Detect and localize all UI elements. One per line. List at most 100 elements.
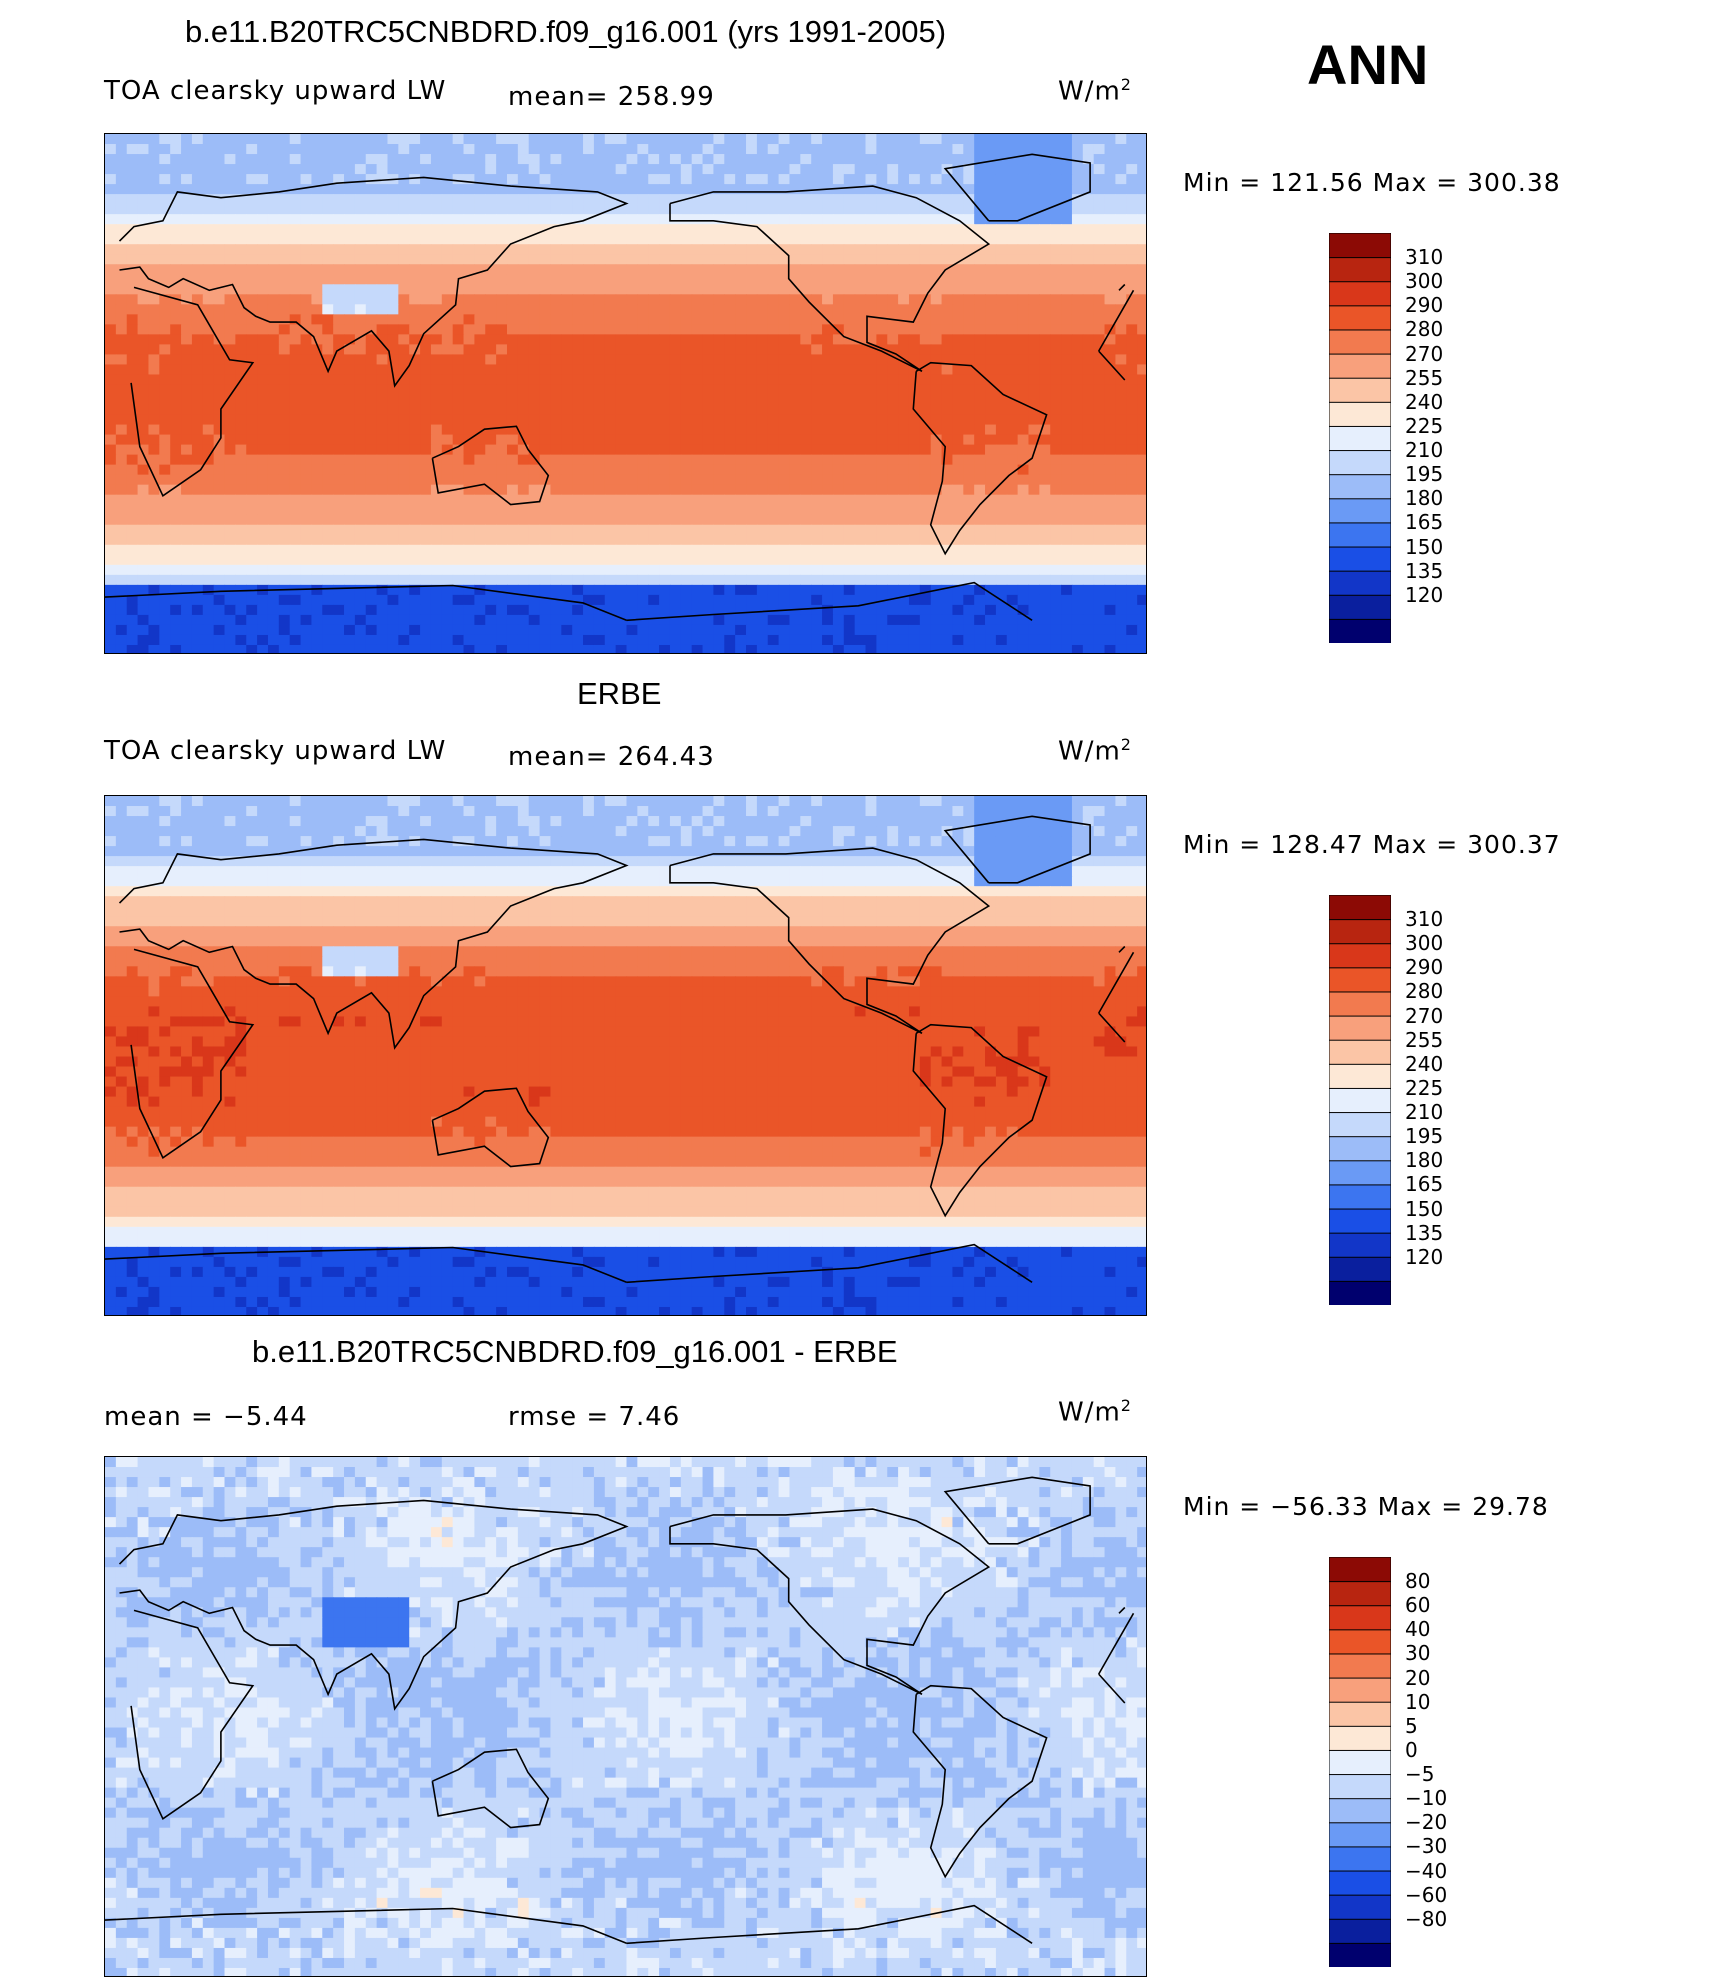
coastline bbox=[118, 1499, 1126, 1711]
colorbar-tick-label: 225 bbox=[1405, 1075, 1444, 1100]
colorbar-swatch bbox=[1329, 1183, 1391, 1210]
colorbar-swatch bbox=[1329, 942, 1391, 969]
colorbar-tick-label: −30 bbox=[1405, 1834, 1448, 1859]
coastline bbox=[669, 185, 991, 373]
panel-1-title: b.e11.B20TRC5CNBDRD.f09_g16.001 (yrs 199… bbox=[185, 14, 947, 49]
coastline bbox=[912, 1023, 1048, 1218]
coastline bbox=[130, 1609, 1135, 1820]
colorbar-tick-label: 30 bbox=[1405, 1641, 1431, 1666]
colorbar-tick-label: 135 bbox=[1405, 1220, 1444, 1245]
colorbar-tick-label: 300 bbox=[1405, 931, 1444, 956]
colorbar-swatch bbox=[1329, 449, 1391, 476]
colorbar-swatch bbox=[1329, 1063, 1391, 1089]
colorbar-swatch bbox=[1329, 1942, 1391, 1967]
colorbar-tick-label: 310 bbox=[1405, 245, 1444, 270]
colorbar-swatch bbox=[1329, 1918, 1391, 1944]
panel-2-mean-label: mean= 264.43 bbox=[508, 742, 715, 772]
colorbar-swatch bbox=[1329, 1232, 1391, 1258]
colorbar-swatch bbox=[1329, 1773, 1391, 1800]
panel-2-min-max: Min = 128.47 Max = 300.37 bbox=[1183, 830, 1561, 859]
colorbar-tick-label: 280 bbox=[1405, 979, 1444, 1004]
colorbar-swatch bbox=[1329, 1208, 1391, 1234]
colorbar-swatch bbox=[1329, 1039, 1391, 1065]
colorbar-swatch bbox=[1329, 401, 1391, 427]
colorbar-swatch bbox=[1329, 546, 1391, 572]
colorbar-tick-label: 135 bbox=[1405, 558, 1444, 583]
coastline bbox=[130, 286, 1135, 497]
panel-2-variable-label: TOA clearsky upward LW bbox=[104, 736, 447, 766]
colorbar-tick-label: −80 bbox=[1405, 1906, 1448, 1931]
colorbar-tick-label: 60 bbox=[1405, 1593, 1431, 1618]
colorbar-swatch bbox=[1329, 1749, 1391, 1776]
colorbar-tick-label: 195 bbox=[1405, 462, 1444, 487]
coastline bbox=[943, 815, 1091, 884]
colorbar-swatch bbox=[1329, 1015, 1391, 1041]
colorbar-tick-label: 80 bbox=[1405, 1569, 1431, 1594]
colorbar-tick-label: 5 bbox=[1405, 1713, 1418, 1738]
colorbar-tick-label: 20 bbox=[1405, 1665, 1431, 1690]
colorbar-swatch bbox=[1329, 1701, 1391, 1727]
colorbar-tick-label: 210 bbox=[1405, 438, 1444, 463]
colorbar-swatch bbox=[1329, 570, 1391, 596]
coastline bbox=[118, 838, 1126, 1050]
colorbar-swatch bbox=[1329, 1604, 1391, 1631]
colorbar-swatch bbox=[1329, 1652, 1391, 1679]
panel-3-title: b.e11.B20TRC5CNBDRD.f09_g16.001 - ERBE bbox=[252, 1334, 898, 1369]
colorbar-tick-label: 165 bbox=[1405, 510, 1444, 535]
panel-2-unit-label: W/m2 bbox=[1058, 735, 1132, 767]
coastline bbox=[912, 361, 1048, 556]
colorbar-tick-label: 255 bbox=[1405, 1027, 1444, 1052]
colorbar-tick-label: 255 bbox=[1405, 365, 1444, 390]
panel-2-colorbar: 310 300 290 280 270 255 240 225 210 195 180 165 150 1… bbox=[1329, 895, 1443, 1305]
colorbar-swatch bbox=[1329, 256, 1391, 283]
colorbar-swatch bbox=[1329, 1580, 1391, 1607]
colorbar-tick-label: −10 bbox=[1405, 1786, 1448, 1811]
colorbar-tick-label: 270 bbox=[1405, 1003, 1444, 1028]
colorbar-tick-label: 180 bbox=[1405, 1148, 1444, 1173]
panel-3-mean-label: mean = −5.44 bbox=[104, 1402, 308, 1432]
colorbar-tick-label: 120 bbox=[1405, 582, 1444, 607]
colorbar-tick-label: 150 bbox=[1405, 1196, 1444, 1221]
colorbar-tick-label: 10 bbox=[1405, 1689, 1431, 1714]
panel-2-map bbox=[104, 795, 1147, 1316]
colorbar-swatch bbox=[1329, 425, 1391, 452]
colorbar-tick-label: 195 bbox=[1405, 1124, 1444, 1149]
panel-1-min-max: Min = 121.56 Max = 300.38 bbox=[1183, 168, 1561, 197]
panel-3-min-max: Min = −56.33 Max = 29.78 bbox=[1183, 1492, 1549, 1521]
panel-1-map bbox=[104, 133, 1147, 654]
colorbar-tick-label: 120 bbox=[1405, 1244, 1444, 1269]
colorbar-tick-label: 290 bbox=[1405, 955, 1444, 980]
map-field bbox=[105, 796, 1146, 1315]
colorbar-tick-label: 240 bbox=[1405, 389, 1444, 414]
colorbar-swatch bbox=[1329, 1087, 1391, 1114]
colorbar-swatch bbox=[1329, 1894, 1391, 1920]
coastline bbox=[669, 847, 991, 1035]
colorbar-swatch bbox=[1329, 497, 1391, 524]
colorbar-tick-label: −5 bbox=[1405, 1762, 1435, 1787]
coastline bbox=[669, 1508, 991, 1696]
panel-3-map bbox=[104, 1456, 1147, 1977]
colorbar-swatch bbox=[1329, 1135, 1391, 1162]
colorbar-tick-label: 0 bbox=[1405, 1737, 1418, 1762]
colorbar-tick-label: 290 bbox=[1405, 293, 1444, 318]
map-field bbox=[105, 134, 1146, 653]
panel-3-colorbar: 80 60 40 30 20 10 5 0 −5 −10 −20 −30 −40 −60 −80 bbox=[1329, 1557, 1447, 1967]
colorbar-swatch bbox=[1329, 328, 1391, 355]
colorbar-swatch bbox=[1329, 1725, 1391, 1751]
colorbar-swatch bbox=[1329, 594, 1391, 620]
colorbar-tick-label: 310 bbox=[1405, 907, 1444, 932]
panel-3-rmse-label: rmse = 7.46 bbox=[508, 1402, 681, 1432]
colorbar-swatch bbox=[1329, 1628, 1391, 1655]
coastline bbox=[130, 948, 1135, 1159]
coastline bbox=[105, 1904, 1033, 1945]
panel-1-variable-label: TOA clearsky upward LW bbox=[104, 76, 447, 106]
colorbar-swatch bbox=[1329, 280, 1391, 307]
colorbar-swatch bbox=[1329, 1557, 1391, 1583]
colorbar-tick-label: 150 bbox=[1405, 534, 1444, 559]
coastline bbox=[118, 176, 1126, 388]
panel-2-title: ERBE bbox=[577, 676, 662, 711]
coastline bbox=[431, 1748, 550, 1829]
colorbar-swatch bbox=[1329, 1111, 1391, 1138]
colorbar-tick-label: 210 bbox=[1405, 1100, 1444, 1125]
colorbar-tick-label: 280 bbox=[1405, 317, 1444, 342]
